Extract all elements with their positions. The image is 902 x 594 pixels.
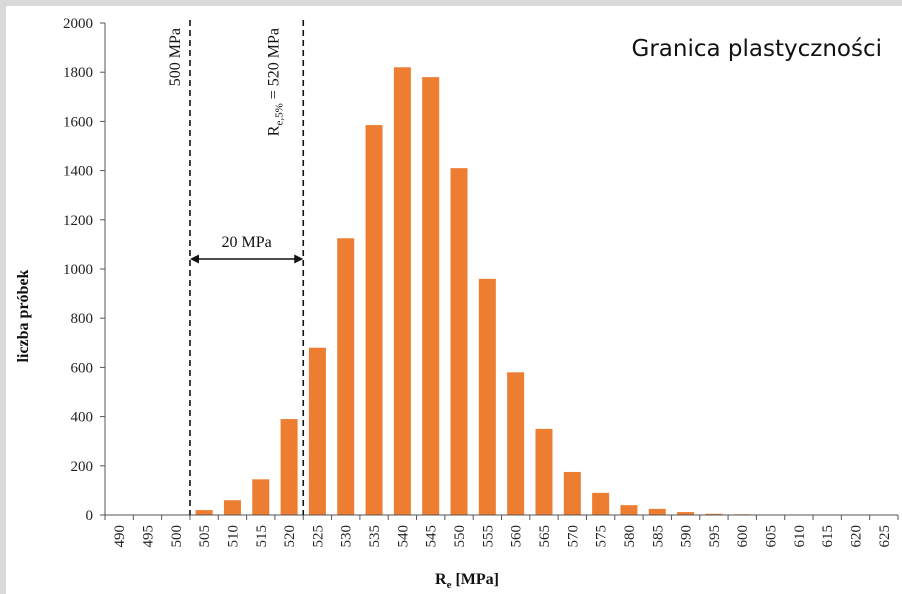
x-tick-label: 580 — [622, 525, 638, 548]
x-axis-title-sub: e — [447, 579, 452, 591]
x-axis-title-unit: [MPa] — [451, 571, 499, 588]
y-tick-label: 1800 — [63, 65, 93, 81]
x-tick-label: 490 — [112, 525, 128, 548]
bar-555 — [478, 278, 496, 515]
y-tick-label: 1600 — [63, 114, 93, 130]
y-tick-label: 1000 — [63, 262, 93, 278]
bar-565 — [535, 428, 553, 515]
x-tick-label: 560 — [509, 525, 525, 548]
bar-585 — [648, 508, 666, 515]
interval-arrow-head-right — [294, 254, 304, 264]
x-tick-label: 585 — [650, 525, 666, 548]
bar-570 — [563, 471, 581, 515]
bar-505 — [195, 510, 213, 515]
x-tick-label: 555 — [480, 525, 496, 548]
threshold-label-500: 500 MPa — [167, 28, 184, 86]
threshold-label-520-rest: = 520 MPa — [265, 28, 282, 103]
y-tick-label: 1200 — [63, 213, 93, 229]
bar-545 — [422, 77, 440, 516]
y-tick-label: 2000 — [63, 16, 93, 32]
x-tick-label: 575 — [594, 525, 610, 548]
x-tick-label: 620 — [849, 525, 865, 548]
interval-arrow-label: 20 MPa — [221, 234, 271, 251]
bar-560 — [507, 372, 525, 515]
bar-520 — [280, 419, 298, 515]
bar-550 — [450, 168, 468, 515]
bar-595 — [705, 513, 723, 515]
x-tick-label: 610 — [792, 525, 808, 548]
chart-title: Granica plastyczności — [632, 36, 882, 62]
threshold-label-520: Re,5% = 520 MPa — [265, 28, 285, 136]
x-axis-title-main: R — [435, 571, 447, 588]
y-tick-label: 1400 — [63, 164, 93, 180]
x-tick-label: 505 — [197, 525, 213, 548]
x-tick-label: 615 — [820, 525, 836, 548]
x-ticks-group: 490 495 500 505 510 515 520 525 530 535 540 545 550 5… — [104, 515, 899, 548]
interval-arrow — [189, 254, 304, 264]
bar-540 — [393, 67, 411, 515]
x-tick-label: 515 — [254, 525, 270, 548]
y-tick-label: 0 — [86, 508, 94, 524]
x-tick-label: 525 — [310, 525, 326, 548]
x-tick-label: 495 — [140, 525, 156, 548]
x-tick-label: 530 — [339, 525, 355, 548]
interval-arrow-head-left — [189, 254, 199, 264]
x-tick-label: 520 — [282, 525, 298, 548]
x-tick-label: 565 — [537, 525, 553, 548]
threshold-label-520-sub: e,5% — [273, 103, 285, 125]
x-tick-label: 540 — [395, 525, 411, 548]
x-tick-label: 600 — [735, 525, 751, 548]
bar-575 — [592, 492, 610, 515]
bar-530 — [337, 238, 355, 515]
x-tick-label: 605 — [764, 525, 780, 548]
y-axis-title: liczba próbek — [15, 269, 32, 362]
bar-525 — [308, 347, 326, 515]
y-tick-label: 600 — [71, 360, 94, 376]
x-tick-label: 570 — [565, 525, 581, 548]
bar-590 — [677, 512, 695, 515]
y-tick-label: 400 — [71, 410, 94, 426]
y-ticks-group: 0 200 400 600 800 1000 1200 1400 1600 1800 2000 — [63, 16, 105, 524]
y-tick-label: 800 — [71, 311, 94, 327]
x-tick-label: 590 — [679, 525, 695, 548]
x-tick-label: 595 — [707, 525, 723, 548]
bars-group — [195, 67, 751, 516]
x-tick-label: 500 — [169, 525, 185, 548]
y-tick-label: 200 — [71, 459, 94, 475]
bar-515 — [252, 479, 270, 515]
x-tick-label: 535 — [367, 525, 383, 548]
x-tick-label: 625 — [877, 525, 893, 548]
x-tick-label: 510 — [225, 525, 241, 548]
chart-frame: 0 200 400 600 800 1000 1200 1400 1600 1800 2000 49… — [6, 6, 902, 594]
x-tick-label: 550 — [452, 525, 468, 548]
bar-580 — [620, 505, 638, 515]
threshold-label-520-main: R — [265, 125, 282, 136]
histogram-chart: 0 200 400 600 800 1000 1200 1400 1600 1800 2000 49… — [15, 16, 899, 591]
bar-535 — [365, 125, 383, 515]
axes-group — [104, 23, 898, 516]
bar-510 — [223, 500, 241, 515]
x-axis-title: Re [MPa] — [435, 571, 499, 591]
x-tick-label: 545 — [424, 525, 440, 548]
